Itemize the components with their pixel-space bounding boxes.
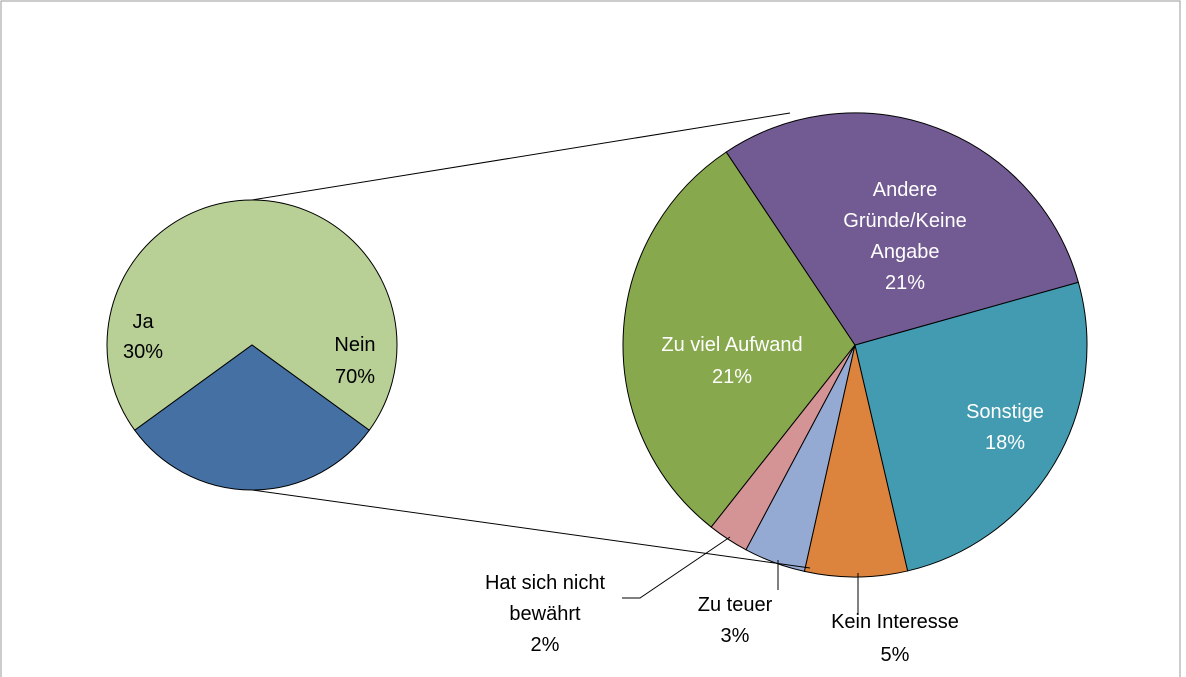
value-label: 3% (720, 625, 750, 647)
slice-label: Kein Interesse (831, 611, 959, 633)
pie-slice (803, 344, 909, 578)
pie-slice (622, 151, 856, 528)
pie-slice (854, 281, 1088, 572)
value-label: 21% (884, 272, 926, 294)
slice-label: Sonstige (966, 401, 1044, 423)
value-label: 2% (530, 634, 560, 656)
slice-label: Zu viel Aufwand (661, 334, 803, 356)
connector-line (251, 112, 791, 201)
value-label: 5% (880, 644, 910, 666)
connector-line (251, 489, 811, 569)
value-label: 21% (711, 366, 753, 388)
value-label: 70% (334, 366, 376, 388)
pie-slice (725, 112, 1079, 346)
slice-label: Zu teuer (697, 594, 773, 616)
value-label: 30% (122, 341, 164, 363)
slice-label: Hat sich nicht bewährt (484, 572, 606, 625)
value-label: 18% (984, 432, 1026, 454)
pie-slice (133, 344, 371, 491)
slice-label: Ja (132, 311, 154, 333)
slice-label: Andere Gründe/Keine Angabe (843, 179, 967, 263)
slice-label: Nein (334, 334, 376, 356)
leader-line (622, 536, 731, 599)
